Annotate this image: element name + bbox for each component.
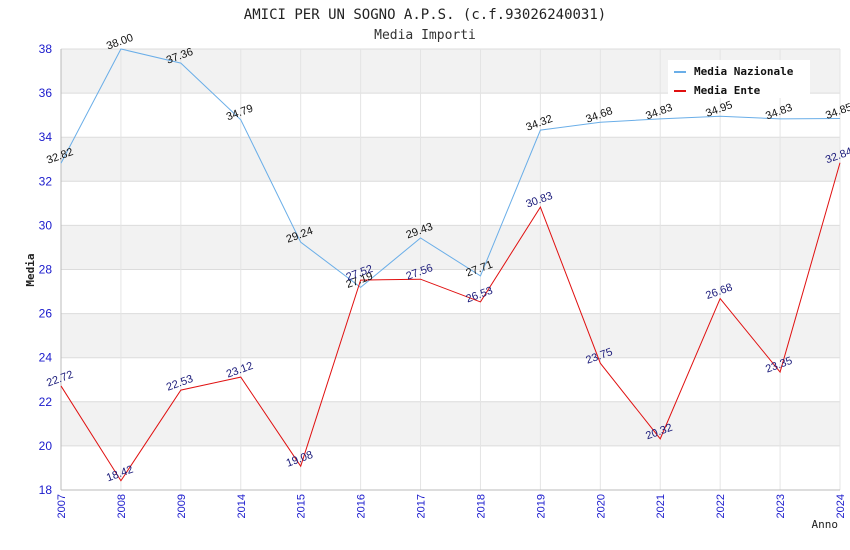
data-label: 19.08 (285, 449, 315, 470)
x-tick-label: 2018 (475, 494, 487, 518)
data-label: 26.53 (464, 285, 494, 306)
y-tick-label: 24 (39, 351, 53, 365)
x-tick-label: 2019 (535, 494, 547, 518)
x-tick-labels: 2007 2008 2009 2014 2015 2016 2017 2018 2019 2020… (56, 494, 847, 518)
series-lines (60, 48, 841, 482)
data-label: 22.53 (165, 373, 195, 394)
data-label: 18.42 (105, 464, 135, 485)
y-tick-label: 32 (39, 174, 53, 188)
data-label: 22.72 (45, 369, 75, 390)
x-tick-label: 2009 (176, 494, 188, 518)
y-axis-label: Media (24, 253, 37, 286)
axes (60, 49, 840, 491)
x-tick-label: 2020 (595, 494, 607, 518)
x-tick-label: 2014 (236, 494, 248, 518)
x-tick-label: 2008 (116, 494, 128, 518)
x-tick-label: 2016 (356, 494, 368, 518)
y-tick-label: 22 (39, 395, 53, 409)
series-line-media-nazionale (60, 48, 841, 288)
x-tick-label: 2015 (296, 494, 308, 518)
series-line-media-ente (60, 162, 841, 482)
grid-band (61, 225, 840, 270)
x-tick-label: 2023 (775, 494, 787, 518)
grid-band (61, 137, 840, 182)
grid-lines (60, 48, 841, 491)
y-tick-label: 36 (39, 86, 53, 100)
x-tick-label: 2017 (416, 494, 428, 518)
y-tick-label: 20 (39, 439, 53, 453)
x-tick-label: 2022 (715, 494, 727, 518)
data-label: 34.79 (225, 103, 255, 124)
y-tick-label: 18 (39, 483, 53, 497)
legend-label-media-nazionale: Media Nazionale (694, 65, 794, 78)
chart-subtitle: Media Importi (374, 28, 476, 43)
y-tick-label: 30 (39, 218, 53, 232)
chart-title: AMICI PER UN SOGNO A.P.S. (c.f.930262400… (244, 7, 606, 23)
x-tick-label: 2024 (835, 494, 847, 518)
x-axis-label: Anno (812, 518, 839, 531)
y-tick-label: 28 (39, 263, 53, 277)
legend-box (668, 60, 810, 98)
y-tick-label: 34 (39, 130, 53, 144)
grid-band (61, 401, 840, 446)
legend: Media Nazionale Media Ente (668, 60, 810, 98)
x-tick-label: 2021 (655, 494, 667, 518)
legend-label-media-ente: Media Ente (694, 84, 761, 97)
y-tick-label: 38 (39, 42, 53, 56)
grid-band (61, 313, 840, 358)
data-label: 26.68 (704, 281, 734, 302)
data-label: 30.83 (524, 190, 554, 211)
x-tick-label: 2007 (56, 494, 68, 518)
data-label: 34.32 (524, 113, 554, 134)
y-tick-labels: 18 20 22 24 26 28 30 32 34 36 38 (39, 42, 53, 497)
y-tick-label: 26 (39, 307, 53, 321)
